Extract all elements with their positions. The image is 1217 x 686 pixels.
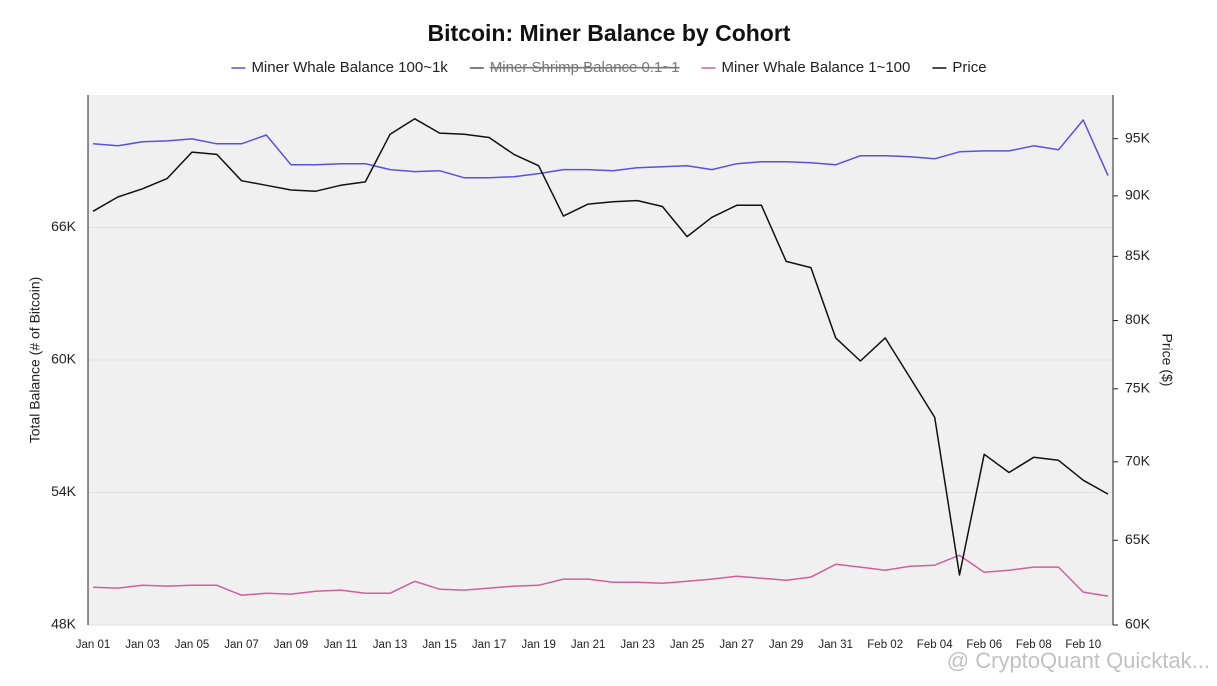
x-tick-label: Feb 10 [1065,639,1101,651]
y-axis-label: Total Balance (# of Bitcoin) [27,277,43,444]
x-tick-label: Jan 17 [472,639,507,651]
x-tick-label: Jan 29 [769,639,804,651]
x-tick-label: Jan 25 [670,639,705,651]
x-tick-label: Feb 08 [1016,639,1052,651]
series-line [92,118,1109,576]
y-tick-label: 66K [51,218,77,234]
legend-item: Miner Whale Balance 100~1k [231,59,448,76]
x-tick-label: Feb 04 [917,639,953,651]
y-tick-label: 60K [51,351,77,367]
y-tick-label: 48K [51,616,77,632]
x-tick-label: Feb 02 [867,639,903,651]
legend-label: Price [952,59,986,76]
x-tick-label: Jan 09 [274,639,309,651]
x-tick-label: Jan 11 [324,639,358,651]
y2-tick-label: 80K [1125,311,1151,327]
x-tick-label: Jan 27 [719,639,754,651]
x-tick-label: Feb 06 [966,639,1002,651]
y2-tick-label: 60K [1125,616,1151,632]
x-tick-label: Jan 03 [125,639,160,651]
legend-label: Miner Whale Balance 1~100 [722,59,911,76]
x-tick-label: Jan 07 [224,639,259,651]
y2-tick-label: 95K [1125,129,1151,145]
y2-tick-label: 70K [1125,453,1151,469]
x-tick-label: Jan 31 [818,639,853,651]
y-tick-label: 54K [51,483,77,499]
x-tick-label: Jan 15 [422,639,457,651]
legend-item: Price [932,59,987,76]
series-line [92,119,1109,179]
x-tick-label: Jan 21 [571,639,606,651]
series-line [92,554,1109,597]
legend-item: Miner Whale Balance 1~100 [701,59,911,76]
chart-title: Bitcoin: Miner Balance by Cohort [428,20,791,46]
x-tick-label: Jan 13 [373,639,408,651]
x-tick-label: Jan 05 [175,639,210,651]
y2-axis-label: Price ($) [1159,334,1175,387]
x-tick-label: Jan 01 [76,639,111,651]
y2-tick-label: 75K [1125,380,1151,396]
x-tick-label: Jan 19 [521,639,556,651]
legend: Miner Whale Balance 100~1k Miner Shrimp B… [231,59,987,76]
watermark: @ CryptoQuant Quicktak... [947,648,1210,673]
legend-label: Miner Whale Balance 100~1k [251,59,448,76]
y2-tick-label: 85K [1125,247,1151,263]
legend-label: Miner Shrimp Balance 0.1~1 [490,59,680,76]
x-tick-label: Jan 23 [620,639,655,651]
y2-tick-label: 90K [1125,187,1151,203]
legend-item: Miner Shrimp Balance 0.1~1 [469,59,680,76]
y2-tick-label: 65K [1125,531,1151,547]
